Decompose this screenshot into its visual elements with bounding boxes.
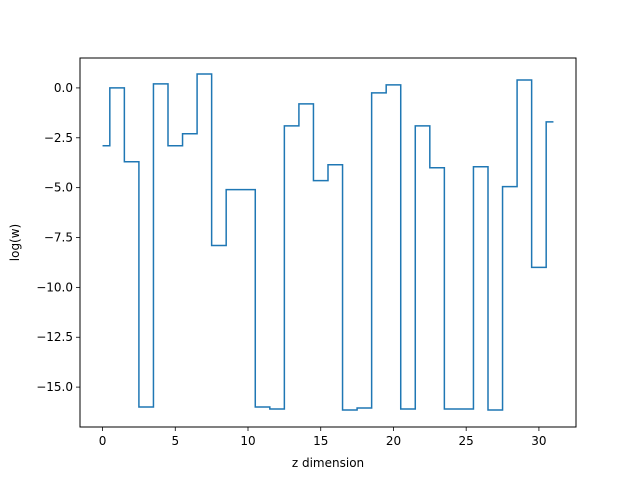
y-tick-label: 0.0 — [54, 81, 73, 95]
y-axis-ticks: 0.0 −2.5 −5.0 −7.5 −10.0 −12.5 −15.0 — [36, 81, 80, 394]
y-axis-label: log(w) — [8, 224, 22, 261]
y-tick-label: −5.0 — [44, 181, 73, 195]
y-tick-label: −15.0 — [36, 380, 73, 394]
x-tick-label: 5 — [171, 434, 179, 448]
axes-frame — [79, 57, 577, 428]
plot-area — [102, 73, 554, 411]
x-tick-label: 20 — [386, 434, 401, 448]
y-tick-label: −7.5 — [44, 231, 73, 245]
x-tick-label: 0 — [99, 434, 107, 448]
y-tick-label: −12.5 — [36, 330, 73, 344]
y-tick-label: −10.0 — [36, 280, 73, 294]
series-line — [102, 73, 554, 411]
x-axis-ticks: 0 5 10 15 20 25 30 — [99, 427, 547, 448]
x-tick-label: 10 — [240, 434, 255, 448]
x-axis-label: z dimension — [292, 456, 364, 470]
x-tick-label: 15 — [313, 434, 328, 448]
x-tick-label: 30 — [531, 434, 546, 448]
x-tick-label: 25 — [459, 434, 474, 448]
y-tick-label: −2.5 — [44, 131, 73, 145]
